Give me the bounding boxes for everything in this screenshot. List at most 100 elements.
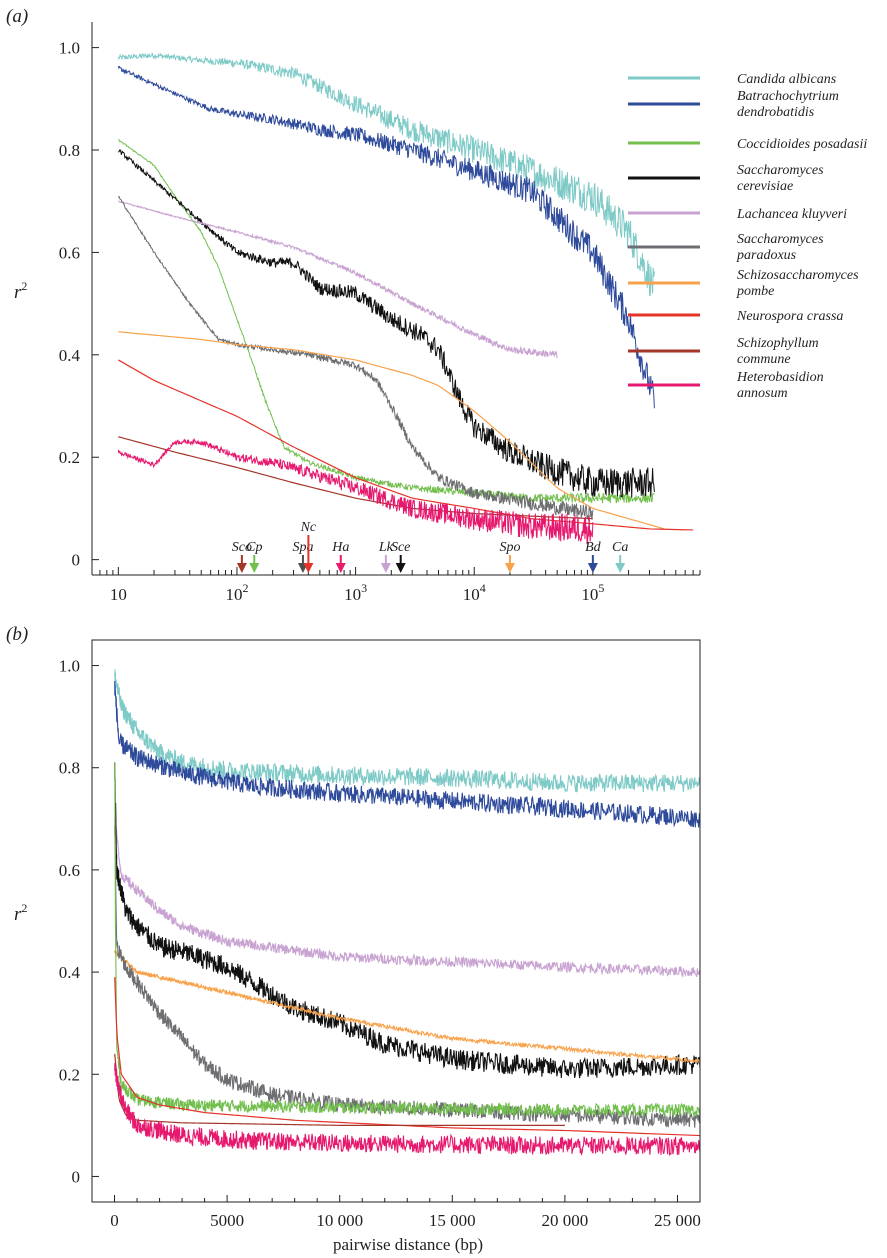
legend-label: Candida albicans [737,72,837,87]
legend-label: Batrachochytrium [737,89,839,104]
panel-b-series-batrachochytrium-dendrobatidis [114,680,701,828]
panel-b-frame [91,639,701,1203]
panel-b-x-tick-label: 25 000 [654,1211,701,1230]
panel-a-x-tick-label: 102 [225,581,248,604]
panel-b-series-lines [114,669,701,1157]
panel-a-axes: 0 0.2 0.4 0.6 0.8 1.0 10 102 103 104 105 [59,22,701,604]
panel-a-y-axis-label: r2 [14,279,27,303]
panel-a-label: (a) [6,6,28,27]
panel-b-y-tick-label: 0.8 [59,759,80,778]
marker-sco-label: Sco [232,540,252,555]
panel-a-series-batrachochytrium-dendrobatidis [117,65,655,409]
panel-b-x-axis-label: pairwise distance (bp) [333,1235,483,1254]
panel-b-x-tick-label: 10 000 [316,1211,363,1230]
panel-b-x-tick-label: 5000 [210,1211,244,1230]
panel-b-y-axis-label: r2 [14,901,27,925]
panel-a-series-lines [117,52,694,545]
legend-item-lachancea-kluyveri: Lachancea kluyveri [628,207,847,222]
panel-a-y-tick-label: 0.4 [59,346,81,365]
legend-label-line2: annosum [737,386,788,401]
marker-ca-arrowhead [615,563,626,573]
panel-b-y-tick-label: 0.2 [59,1065,80,1084]
panel-a-x-tick-label: 10 [110,585,127,604]
panel-a-legend: Candida albicans Batrachochytriumdendroba… [628,72,867,401]
panel-b-series-saccharomyces-paradoxus [114,825,701,1128]
marker-cp-arrowhead [249,563,260,573]
panel-b-x-tick-label: 15 000 [429,1211,476,1230]
panel-a-series-schizosaccharomyces-pombe [118,331,665,530]
legend-label-line2: cerevisiae [737,179,793,194]
legend-label: Schizosaccharomyces [737,268,859,283]
panel-b-series-heterobasidion-annosum [114,1063,701,1157]
legend-label: Lachancea kluyveri [736,207,847,222]
panel-a-y-tick-label: 0 [72,551,81,570]
marker-ca: Ca [612,540,628,573]
panel-a-series-candida-albicans [117,52,655,297]
marker-lk: Lk [378,540,394,573]
marker-spo-arrowhead [504,563,515,573]
legend-label: Coccidioides posadasii [737,137,867,152]
panel-b-series-neurospora-crassa [114,977,701,1137]
legend-label-line2: pombe [736,284,774,299]
panel-a-x-tick-label: 104 [463,581,486,604]
panel-b-series-saccharomyces-cerevisiae [114,762,701,1079]
panel-b-series-coccidioides-posadasii [114,762,701,1118]
marker-bd: Bd [585,540,602,573]
panel-b-x-tick-label: 0 [110,1211,119,1230]
marker-ha-arrowhead [335,563,346,573]
marker-ca-label: Ca [612,540,628,555]
marker-cp: Cp [246,540,262,573]
legend-item-candida-albicans: Candida albicans [628,72,837,87]
panel-b-y-tick-label: 0.6 [59,861,80,880]
panel-b-y-tick-label: 1.0 [59,657,80,676]
marker-lk-arrowhead [380,563,391,573]
panel-a: (a) 0 0.2 0.4 0.6 0.8 1.0 10 102 103 104 105 ScoCp… [6,6,867,604]
marker-sce-arrowhead [395,563,406,573]
marker-bd-arrowhead [587,563,598,573]
marker-sce-label: Sce [391,540,410,555]
marker-spa-label: Spa [292,540,313,555]
marker-bd-label: Bd [585,540,602,555]
panel-a-y-tick-label: 0.6 [59,243,80,262]
marker-nc: Nc [300,520,317,573]
panel-a-y-tick-label: 0.2 [59,448,80,467]
panel-b: (b) 0 0.2 0.4 0.6 0.8 1.0 0 5000 10 000 15 000 20 … [6,624,701,1254]
legend-label: Saccharomyces [737,232,824,247]
legend-label: Neurospora crassa [736,309,843,324]
panel-b-series-schizophyllum-commune [114,1053,565,1126]
panel-b-y-tick-label: 0.4 [59,963,81,982]
marker-sco: Sco [232,540,252,573]
marker-nc-arrowhead [303,563,314,573]
marker-lk-label: Lk [378,540,394,555]
panel-b-series-schizosaccharomyces-pombe [114,950,701,1064]
panel-a-y-tick-label: 0.8 [59,141,80,160]
panel-a-series-neurospora-crassa [118,359,694,531]
panel-b-x-tick-label: 20 000 [542,1211,589,1230]
legend-label-line2: commune [737,352,791,367]
marker-sce: Sce [391,540,410,573]
legend-label: Schizophyllum [737,336,819,351]
panel-a-x-tick-label: 105 [581,581,604,604]
marker-cp-label: Cp [246,540,262,555]
legend-label-line2: paradoxus [736,248,797,263]
legend-item-coccidioides-posadasii: Coccidioides posadasii [628,137,867,152]
marker-ha: Ha [331,540,349,573]
legend-item-neurospora-crassa: Neurospora crassa [628,309,843,324]
panel-a-x-tick-label: 103 [344,581,367,604]
panel-b-y-tick-label: 0 [72,1167,81,1186]
marker-spo-label: Spo [499,540,520,555]
panel-a-series-coccidioides-posadasii [117,138,655,504]
legend-label: Saccharomyces [737,163,824,178]
marker-ha-label: Ha [331,540,349,555]
marker-nc-label: Nc [300,520,317,535]
panel-a-series-saccharomyces-paradoxus [117,195,594,521]
legend-label-line2: dendrobatidis [737,105,815,120]
panel-b-label: (b) [6,624,28,645]
panel-b-axes: 0 0.2 0.4 0.6 0.8 1.0 0 5000 10 000 15 000 20 000 2… [59,639,701,1230]
panel-a-y-tick-label: 1.0 [59,39,80,58]
